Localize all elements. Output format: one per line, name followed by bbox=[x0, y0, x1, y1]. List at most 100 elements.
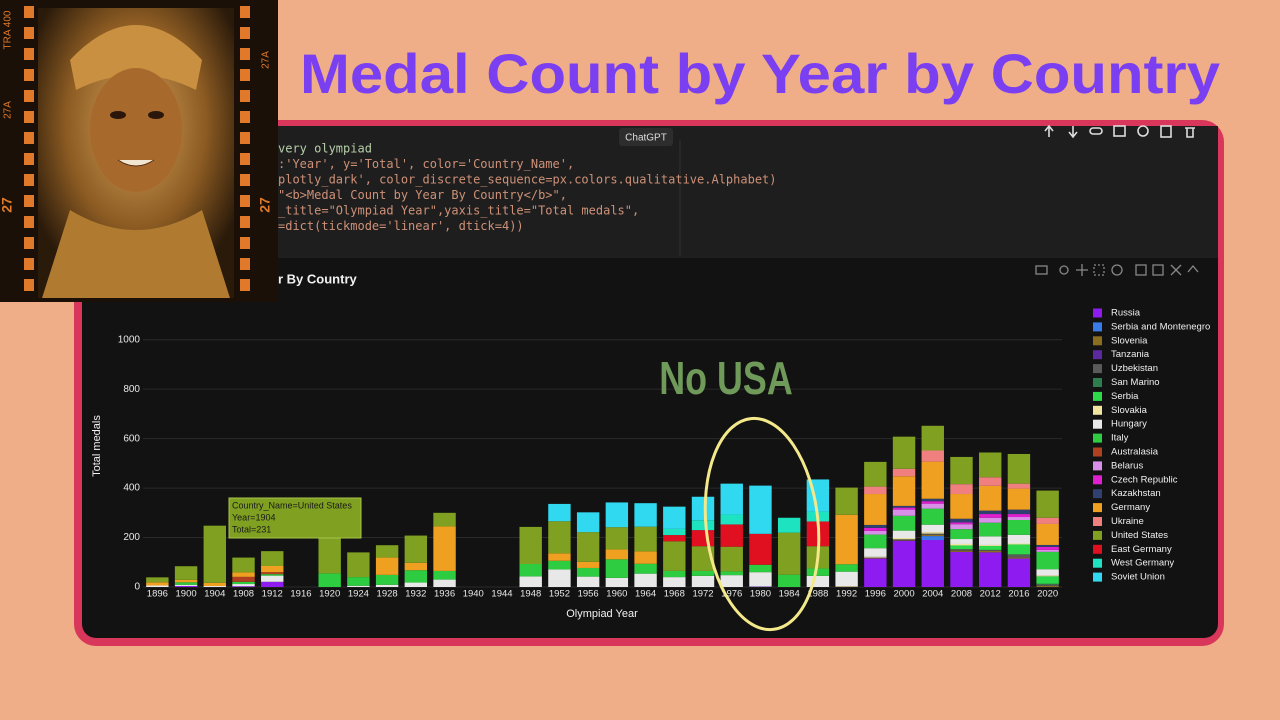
bar-segment bbox=[548, 553, 571, 561]
tooltip-line: Total=231 bbox=[232, 524, 271, 534]
x-tick-label: 1992 bbox=[836, 589, 857, 600]
film-label: 27 bbox=[257, 197, 273, 213]
bar-segment bbox=[921, 503, 944, 509]
lasso-icon[interactable] bbox=[1111, 264, 1123, 276]
bar-segment bbox=[921, 501, 944, 504]
bar-segment bbox=[864, 461, 887, 487]
bar-segment bbox=[921, 498, 944, 502]
bar-segment bbox=[576, 561, 600, 568]
bar-segment bbox=[548, 569, 571, 587]
move-down-icon[interactable] bbox=[1068, 126, 1078, 139]
bar-segment bbox=[232, 572, 255, 577]
x-tick-label: 1980 bbox=[750, 589, 771, 600]
bar-segment bbox=[921, 536, 944, 541]
bar-segment bbox=[921, 425, 944, 451]
delete-icon[interactable] bbox=[1185, 127, 1195, 138]
bar-segment bbox=[835, 571, 858, 587]
film-label: 27A bbox=[261, 51, 272, 69]
bar-segment bbox=[979, 510, 1002, 515]
cell-toolbar bbox=[1044, 124, 1195, 139]
zoom-in-icon[interactable] bbox=[1135, 264, 1147, 276]
bar-segment bbox=[1036, 549, 1059, 552]
bar-segment bbox=[864, 494, 887, 525]
bar-segment bbox=[519, 576, 542, 587]
bar-segment bbox=[634, 551, 657, 564]
camera-icon[interactable] bbox=[1035, 265, 1048, 275]
x-tick-label: 1948 bbox=[520, 589, 541, 600]
bar-segment bbox=[576, 512, 600, 533]
bar-segment bbox=[1036, 551, 1059, 570]
film-label: 27A bbox=[3, 101, 14, 119]
bar-segment bbox=[174, 579, 198, 583]
page-title: Medal Count by Year by Country bbox=[300, 42, 1220, 105]
legend-label: West Germany bbox=[1111, 558, 1174, 569]
x-tick-label: 1964 bbox=[635, 589, 656, 600]
comment-icon[interactable] bbox=[1113, 125, 1126, 137]
link-icon[interactable] bbox=[1089, 127, 1103, 135]
bar-segment bbox=[720, 514, 743, 525]
bar-segment bbox=[347, 585, 370, 587]
bar-segment bbox=[1007, 509, 1031, 515]
bar-segment bbox=[404, 582, 428, 587]
bar-segment bbox=[691, 520, 715, 531]
bar-segment bbox=[950, 545, 973, 550]
zoom-icon[interactable] bbox=[1059, 265, 1069, 275]
x-tick-label: 1976 bbox=[721, 589, 742, 600]
autoscale-icon[interactable] bbox=[1170, 264, 1182, 276]
x-tick-label: 1924 bbox=[348, 589, 369, 600]
sprocket-hole bbox=[240, 132, 250, 144]
bar-segment bbox=[203, 582, 226, 587]
bar-segment bbox=[146, 585, 169, 587]
sprocket-hole bbox=[240, 69, 250, 81]
bar-segment bbox=[548, 560, 571, 570]
sprocket-hole bbox=[240, 174, 250, 186]
sprocket-hole bbox=[24, 69, 34, 81]
legend-swatch bbox=[1093, 405, 1102, 415]
bar-segment bbox=[261, 575, 284, 582]
pan-icon[interactable] bbox=[1076, 264, 1088, 276]
bar-segment bbox=[979, 536, 1002, 545]
bar-segment bbox=[1036, 490, 1059, 518]
sprocket-hole bbox=[240, 195, 250, 207]
home-icon[interactable] bbox=[1187, 264, 1199, 273]
plot-modebar bbox=[1035, 264, 1199, 276]
bar-segment bbox=[174, 566, 198, 580]
select-icon[interactable] bbox=[1093, 264, 1105, 276]
bar-segment bbox=[835, 564, 858, 572]
bar-segment bbox=[921, 532, 944, 534]
legend-swatch bbox=[1093, 350, 1102, 360]
x-tick-label: 1928 bbox=[377, 589, 398, 600]
code-line: =dict(tickmode='linear', dtick=4)) bbox=[278, 219, 524, 233]
bar-segment bbox=[146, 577, 169, 583]
bar-segment bbox=[1036, 569, 1059, 576]
bar-segment bbox=[433, 526, 456, 571]
sprocket-hole bbox=[24, 237, 34, 249]
copy-icon[interactable] bbox=[1160, 125, 1172, 138]
bar-segment bbox=[433, 579, 456, 587]
bar-segment bbox=[347, 552, 370, 578]
tooltip-box bbox=[228, 497, 362, 539]
x-tick-label: 1916 bbox=[290, 589, 311, 600]
bar-segment bbox=[950, 539, 973, 544]
settings-icon[interactable] bbox=[1137, 125, 1149, 137]
move-up-icon[interactable] bbox=[1044, 124, 1054, 137]
bar-segment bbox=[979, 477, 1002, 486]
bar-segment bbox=[892, 468, 916, 477]
sprocket-hole bbox=[24, 6, 34, 18]
bar-segment bbox=[1007, 554, 1031, 558]
x-tick-label: 1984 bbox=[779, 589, 800, 600]
bar-segment bbox=[864, 524, 887, 528]
legend-swatch bbox=[1093, 419, 1102, 429]
legend-label: Uzbekistan bbox=[1111, 363, 1158, 374]
x-tick-label: 2008 bbox=[951, 589, 972, 600]
bar-segment bbox=[663, 577, 686, 587]
bar-segment bbox=[663, 506, 686, 529]
chart-title: r By Country bbox=[278, 271, 358, 286]
bar-segment bbox=[921, 524, 944, 533]
zoom-out-icon[interactable] bbox=[1152, 264, 1164, 276]
legend-swatch bbox=[1093, 503, 1102, 513]
portrait: TRA 400 27A 27 27A 27 bbox=[0, 0, 278, 302]
bar-segment bbox=[864, 548, 887, 557]
x-tick-label: 1968 bbox=[664, 589, 685, 600]
legend-label: Tanzania bbox=[1111, 349, 1150, 360]
